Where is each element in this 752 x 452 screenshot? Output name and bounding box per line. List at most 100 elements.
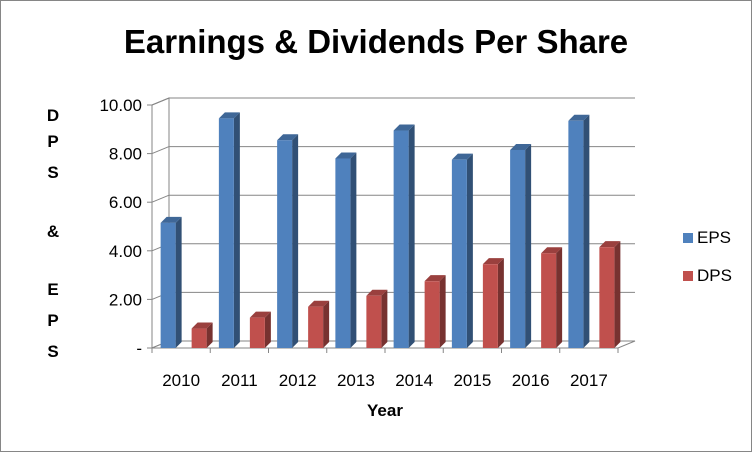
x-tick-label: 2017 bbox=[570, 371, 608, 390]
legend-swatch-dps bbox=[683, 271, 693, 281]
y-axis-title-letter: S bbox=[47, 342, 58, 361]
bar-eps bbox=[335, 152, 357, 348]
legend-label-eps: EPS bbox=[697, 228, 731, 247]
bar-dps bbox=[541, 247, 563, 348]
bar-side bbox=[264, 311, 271, 348]
bar-top bbox=[160, 216, 182, 223]
bar-front bbox=[277, 140, 293, 348]
bar-top bbox=[277, 134, 299, 141]
bar-side bbox=[439, 275, 446, 348]
bar-side bbox=[583, 114, 590, 348]
bar-dps bbox=[599, 241, 621, 348]
bar-side bbox=[525, 143, 532, 348]
y-axis-ticks: - 2.00 4.00 6.00 8.00 10.00 bbox=[99, 96, 152, 358]
bar-side bbox=[408, 124, 415, 348]
gridline-diagonal bbox=[151, 97, 170, 106]
bar-eps bbox=[568, 114, 590, 348]
bar-top bbox=[249, 311, 271, 318]
bar-dps bbox=[308, 300, 330, 348]
bar-side bbox=[206, 322, 213, 348]
bar-side bbox=[497, 258, 504, 348]
x-tick-label: 2013 bbox=[337, 371, 375, 390]
bar-top bbox=[424, 275, 446, 282]
y-tick-label: 4.00 bbox=[109, 242, 142, 261]
gridline-diagonal bbox=[151, 194, 170, 203]
legend-label-dps: DPS bbox=[697, 266, 732, 285]
bar-side bbox=[556, 247, 563, 348]
y-axis-title-letter: P bbox=[47, 132, 58, 151]
y-axis-title-letter: P bbox=[47, 311, 58, 330]
x-axis-title: Year bbox=[367, 401, 403, 420]
bar-eps bbox=[510, 143, 532, 348]
bar-front bbox=[218, 118, 234, 349]
x-tick-label: 2015 bbox=[453, 371, 491, 390]
x-tick-label: 2014 bbox=[395, 371, 433, 390]
bar-top bbox=[568, 114, 590, 121]
bar-top bbox=[451, 153, 473, 160]
bar-dps bbox=[249, 311, 271, 348]
bar-top bbox=[510, 143, 532, 150]
y-tick-label: 2.00 bbox=[109, 290, 142, 309]
bar-side bbox=[233, 112, 240, 349]
bar-top bbox=[218, 112, 240, 119]
bar-front bbox=[160, 222, 176, 348]
y-tick-label: 10.00 bbox=[99, 96, 142, 115]
bar-top bbox=[393, 124, 415, 131]
bar-front bbox=[308, 306, 324, 348]
bar-side bbox=[175, 216, 182, 348]
y-tick-label: - bbox=[136, 339, 142, 358]
gridline-diagonal bbox=[151, 146, 170, 155]
bar-eps bbox=[160, 216, 182, 348]
y-tick-label: 6.00 bbox=[109, 193, 142, 212]
bar-dps bbox=[424, 275, 446, 348]
bar-top bbox=[191, 322, 213, 329]
bar-side bbox=[466, 153, 473, 348]
bar-front bbox=[191, 328, 207, 348]
bar-eps bbox=[451, 153, 473, 348]
bar-front bbox=[482, 264, 498, 348]
bar-front bbox=[541, 253, 557, 348]
bar-front bbox=[510, 149, 526, 348]
bar-front bbox=[249, 317, 265, 348]
y-axis-title: DPS&EPS bbox=[47, 106, 59, 361]
y-axis-title-letter: & bbox=[47, 222, 59, 241]
bar-top bbox=[308, 300, 330, 307]
bar-front bbox=[568, 120, 584, 348]
x-tick-label: 2010 bbox=[162, 371, 200, 390]
bar-side bbox=[614, 241, 621, 348]
y-tick-label: 8.00 bbox=[109, 145, 142, 164]
bar-front bbox=[335, 158, 351, 348]
bar-top bbox=[482, 258, 504, 265]
bar-top bbox=[599, 241, 621, 248]
chart-title: Earnings & Dividends Per Share bbox=[124, 23, 628, 60]
bar-side bbox=[350, 152, 357, 348]
bar-dps bbox=[191, 322, 213, 348]
bar-front bbox=[393, 130, 409, 348]
bar-front bbox=[451, 159, 467, 348]
x-axis-ticks: 2010 2011 2012 2013 2014 2015 2016 2017 bbox=[151, 348, 619, 390]
bar-dps bbox=[482, 258, 504, 348]
y-axis-title-letter: D bbox=[47, 106, 59, 125]
legend-swatch-eps bbox=[683, 233, 693, 243]
bar-top bbox=[335, 152, 357, 159]
bar-eps bbox=[393, 124, 415, 348]
bar-front bbox=[366, 295, 382, 348]
y-axis-title-letter: E bbox=[47, 280, 58, 299]
bar-dps bbox=[366, 289, 388, 348]
bar-eps bbox=[218, 112, 240, 349]
bar-eps bbox=[277, 134, 299, 348]
bar-top bbox=[541, 247, 563, 254]
bar-front bbox=[599, 247, 615, 348]
y-axis-title-letter: S bbox=[47, 163, 58, 182]
x-tick-label: 2016 bbox=[512, 371, 550, 390]
x-tick-label: 2011 bbox=[221, 371, 258, 390]
bars bbox=[160, 112, 621, 349]
bar-front bbox=[424, 281, 440, 348]
bar-top bbox=[366, 289, 388, 296]
bar-side bbox=[323, 300, 330, 348]
bar-side bbox=[381, 289, 388, 348]
x-tick-label: 2012 bbox=[279, 371, 317, 390]
legend: EPS DPS bbox=[683, 228, 732, 285]
